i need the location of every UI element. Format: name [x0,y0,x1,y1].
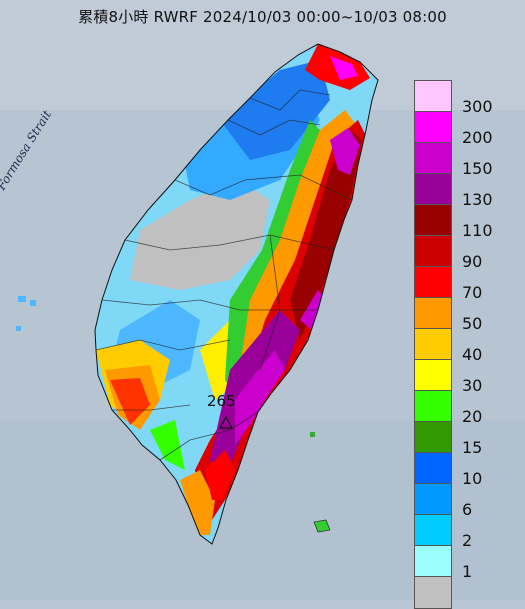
penghu-islands [18,296,26,302]
legend-label: 300 [462,97,493,116]
legend-swatch [415,174,451,205]
legend-swatch [415,515,451,546]
legend-swatch [415,236,451,267]
legend-swatch [415,205,451,236]
legend-swatch [415,391,451,422]
legend-label: 70 [462,283,483,302]
legend-label: 30 [462,376,483,395]
legend-swatch [415,81,451,112]
legend-label: 20 [462,407,483,426]
legend-label: 6 [462,500,473,519]
legend-swatch [415,453,451,484]
legend-swatch [415,267,451,298]
legend-swatch [415,329,451,360]
green-island [313,519,331,533]
legend-label: 150 [462,159,493,178]
legend-label: 50 [462,314,483,333]
legend-label: 200 [462,128,493,147]
max-rain-label: 265 [207,392,236,410]
legend-swatch [415,484,451,515]
map-title: 累積8小時 RWRF 2024/10/03 00:00~10/03 08:00 [78,8,447,26]
legend-label: 130 [462,190,493,209]
legend-swatch [415,577,451,608]
legend-swatch [415,112,451,143]
legend-label: 1 [462,562,473,581]
legend-label: 2 [462,531,473,550]
color-legend [414,80,452,609]
legend-swatch [415,422,451,453]
legend-swatch [415,298,451,329]
legend-label: 90 [462,252,483,271]
legend-label: 110 [462,221,493,240]
legend-swatch [415,546,451,577]
legend-swatch [415,143,451,174]
max-rain-marker-icon [218,415,234,429]
legend-label: 10 [462,469,483,488]
legend-label: 40 [462,345,483,364]
legend-swatch [415,360,451,391]
legend-label: 15 [462,438,483,457]
